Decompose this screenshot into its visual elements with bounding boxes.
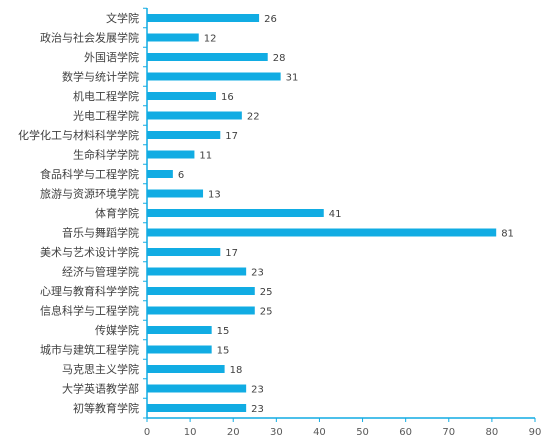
category-label: 机电工程学院 — [73, 89, 139, 103]
bar — [147, 365, 225, 373]
data-label: 18 — [230, 365, 243, 376]
x-tick-label: 60 — [399, 427, 412, 438]
category-label: 光电工程学院 — [73, 109, 139, 123]
data-label: 81 — [501, 229, 514, 240]
bar — [147, 72, 281, 81]
bar — [147, 209, 324, 217]
bar — [147, 345, 212, 354]
category-label: 马克思主义学院 — [62, 362, 139, 376]
bar — [147, 384, 247, 393]
category-label: 信息科学与工程学院 — [40, 304, 139, 318]
category-label: 美术与艺术设计学院 — [40, 245, 139, 259]
bar — [147, 228, 497, 237]
category-label: 城市与建筑工程学院 — [40, 343, 139, 357]
data-label: 11 — [199, 151, 212, 162]
x-tick-label: 30 — [270, 427, 283, 438]
category-label: 传媒学院 — [95, 323, 139, 337]
bar — [147, 33, 199, 42]
bar — [147, 267, 247, 276]
bar — [147, 150, 195, 159]
category-label: 初等教育学院 — [73, 401, 139, 415]
x-tick-label: 40 — [313, 427, 326, 438]
data-label: 13 — [208, 190, 221, 201]
category-label: 心理与教育科学学院 — [40, 284, 139, 298]
data-label: 23 — [251, 404, 264, 415]
x-tick-label: 50 — [356, 427, 369, 438]
data-label: 23 — [251, 268, 264, 279]
x-tick-label: 70 — [442, 427, 455, 438]
data-label: 26 — [264, 14, 277, 25]
category-label: 文学院 — [106, 11, 139, 25]
data-label: 15 — [217, 346, 230, 357]
bar — [147, 53, 268, 61]
category-label: 数学与统计学院 — [62, 70, 139, 84]
bar — [147, 111, 242, 120]
data-label: 28 — [273, 53, 286, 64]
data-label: 15 — [217, 326, 230, 337]
x-tick-label: 80 — [486, 427, 499, 438]
data-label: 16 — [221, 92, 234, 103]
category-label: 外国语学院 — [84, 50, 139, 64]
category-label: 音乐与舞蹈学院 — [62, 226, 139, 240]
x-tick-label: 90 — [529, 427, 542, 438]
category-label: 体育学院 — [95, 206, 139, 220]
x-tick-label: 10 — [184, 427, 197, 438]
category-label: 化学化工与材料科学学院 — [18, 128, 139, 142]
category-label: 经济与管理学院 — [62, 265, 139, 279]
data-label: 22 — [247, 112, 260, 123]
x-tick-label: 20 — [227, 427, 240, 438]
category-label: 政治与社会发展学院 — [40, 31, 139, 45]
bar — [147, 326, 212, 334]
bar — [147, 287, 255, 295]
x-tick-label: 0 — [144, 427, 150, 438]
data-label: 12 — [204, 34, 217, 45]
data-label: 31 — [286, 73, 299, 84]
bar — [147, 404, 247, 412]
data-label: 6 — [178, 170, 184, 181]
bar — [147, 248, 221, 256]
category-label: 生命科学学院 — [73, 148, 139, 162]
bar — [147, 14, 260, 22]
data-label: 23 — [251, 385, 264, 396]
category-label: 大学英语教学部 — [62, 382, 139, 396]
data-label: 25 — [260, 307, 273, 318]
data-label: 41 — [329, 209, 342, 220]
bar — [147, 170, 173, 178]
bar — [147, 189, 204, 198]
bar — [147, 131, 221, 139]
category-label: 食品科学与工程学院 — [40, 167, 139, 181]
data-label: 25 — [260, 287, 273, 298]
bar — [147, 306, 255, 315]
bar — [147, 92, 216, 100]
category-label: 旅游与资源环境学院 — [40, 187, 139, 201]
data-label: 17 — [225, 248, 238, 259]
data-label: 17 — [225, 131, 238, 142]
